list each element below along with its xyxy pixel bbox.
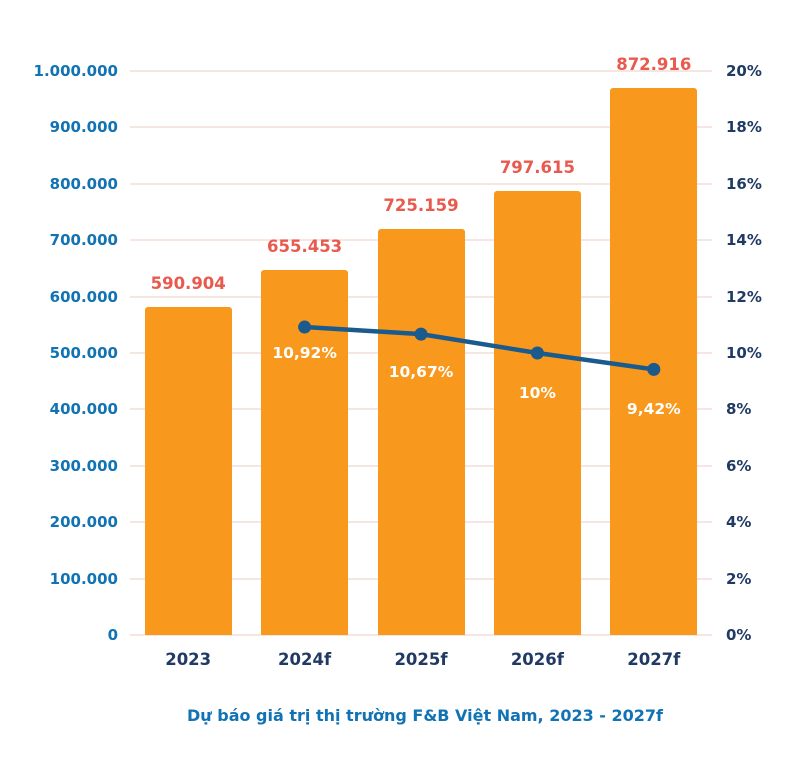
left-axis-tick: 700.000 bbox=[49, 231, 118, 250]
bar-value-label: 725.159 bbox=[383, 196, 459, 215]
line-value-label: 10,92% bbox=[272, 344, 337, 363]
left-axis-tick: 800.000 bbox=[49, 174, 118, 193]
right-axis-tick: 14% bbox=[726, 231, 762, 250]
bar-2027f bbox=[610, 88, 698, 635]
right-axis-tick: 6% bbox=[726, 456, 752, 475]
bar-value-label: 590.904 bbox=[150, 274, 226, 293]
gridline bbox=[130, 634, 712, 636]
bar-value-label: 872.916 bbox=[616, 55, 692, 74]
left-axis-tick: 300.000 bbox=[49, 456, 118, 475]
bar-2024f bbox=[261, 270, 349, 635]
bar-value-label: 655.453 bbox=[267, 237, 343, 256]
left-axis-tick: 500.000 bbox=[49, 344, 118, 362]
x-axis-label: 2023 bbox=[165, 650, 212, 669]
gridline bbox=[130, 126, 712, 129]
line-value-label: 10% bbox=[518, 384, 556, 402]
bar-value-label: 797.615 bbox=[499, 158, 575, 177]
right-axis-tick: 20% bbox=[726, 62, 762, 80]
right-axis-tick: 4% bbox=[726, 513, 752, 532]
bar-2025f bbox=[377, 229, 465, 635]
x-axis-label: 2025f bbox=[394, 650, 448, 669]
bar-2026f bbox=[493, 191, 581, 635]
left-axis-tick: 900.000 bbox=[49, 118, 118, 137]
line-value-label: 10,67% bbox=[388, 363, 454, 382]
left-axis-tick: 200.000 bbox=[49, 513, 118, 532]
left-axis-tick: 100.000 bbox=[49, 569, 118, 588]
chart-title: Dự báo giá trị thị trường F&B Việt Nam, … bbox=[187, 706, 663, 725]
x-axis-label: 2024f bbox=[278, 650, 332, 669]
right-axis-tick: 16% bbox=[726, 174, 762, 193]
left-axis-tick: 600.000 bbox=[49, 287, 118, 306]
gridline bbox=[130, 70, 712, 72]
right-axis-tick: 12% bbox=[726, 287, 762, 306]
gridline bbox=[130, 182, 712, 185]
line-value-label: 9,42% bbox=[626, 400, 681, 419]
right-axis-tick: 0% bbox=[726, 626, 752, 644]
left-axis-tick: 0 bbox=[107, 626, 118, 644]
x-axis-label: 2026f bbox=[510, 650, 564, 669]
right-axis-tick: 8% bbox=[726, 400, 752, 419]
left-axis-tick: 400.000 bbox=[49, 400, 118, 419]
right-axis-tick: 18% bbox=[726, 118, 762, 137]
right-axis-tick: 10% bbox=[726, 344, 762, 362]
bar-2023 bbox=[144, 307, 232, 635]
left-axis-tick: 1.000.000 bbox=[33, 62, 118, 80]
x-axis-label: 2027f bbox=[627, 650, 681, 669]
right-axis-tick: 2% bbox=[726, 569, 752, 588]
